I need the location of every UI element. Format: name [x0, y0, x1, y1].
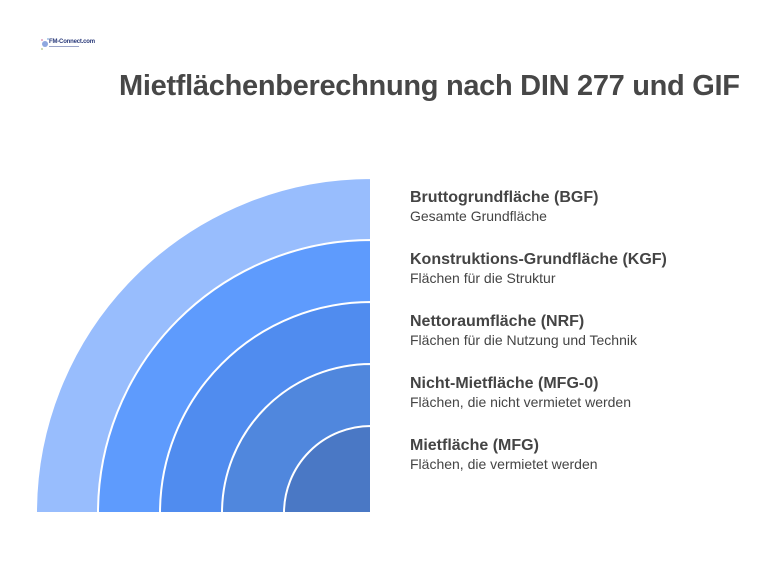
legend-item-nrf: Nettoraumfläche (NRF) Flächen für die Nu… — [410, 312, 750, 349]
legend-title: Bruttogrundfläche (BGF) — [410, 189, 599, 206]
legend-item-mfg: Mietfläche (MFG) Flächen, die vermietet … — [410, 436, 750, 473]
logo-splash-icon — [41, 38, 49, 50]
legend-item-kgf: Konstruktions-Grundfläche (KGF) Flächen … — [410, 250, 750, 287]
legend-title: Nettoraumfläche (NRF) — [410, 313, 585, 330]
legend-description: Flächen, die vermietet werden — [410, 456, 598, 472]
legend-title: Mietfläche (MFG) — [410, 437, 539, 454]
legend-title: Nicht-Mietfläche (MFG-0) — [410, 375, 599, 392]
legend-item-bgf: Bruttogrundfläche (BGF) Gesamte Grundflä… — [410, 188, 750, 225]
legend-item-mfg0: Nicht-Mietfläche (MFG-0) Flächen, die ni… — [410, 374, 750, 411]
legend-description: Gesamte Grundfläche — [410, 208, 547, 224]
legend-title: Konstruktions-Grundfläche (KGF) — [410, 251, 667, 268]
legend-description: Flächen für die Nutzung und Technik — [410, 332, 637, 348]
page-title: Mietflächenberechnung nach DIN 277 und G… — [119, 70, 740, 102]
logo: FM-Connect.com — [40, 36, 95, 52]
layer-mfg — [282, 424, 372, 514]
logo-text: FM-Connect.com — [49, 39, 95, 45]
logo-underline — [49, 46, 79, 47]
legend-description: Flächen, die nicht vermietet werden — [410, 394, 631, 410]
legend-description: Flächen für die Struktur — [410, 270, 556, 286]
